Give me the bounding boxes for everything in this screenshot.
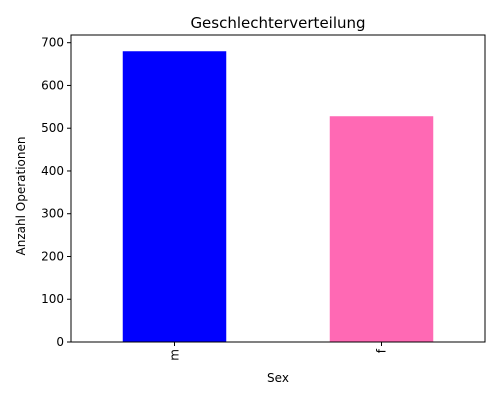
chart-title: Geschlechterverteilung <box>190 14 365 32</box>
y-tick-label-100: 100 <box>41 292 64 306</box>
axes-frame <box>70 34 486 343</box>
y-tick-label-0: 0 <box>56 335 64 349</box>
bar-f <box>329 116 434 342</box>
y-axis-label: Anzahl Operationen <box>14 137 28 256</box>
bar-m <box>122 51 227 342</box>
y-tick-label-200: 200 <box>41 249 64 263</box>
plot-area: m f 0 100 200 300 400 500 600 700 <box>41 34 486 361</box>
x-axis-label: Sex <box>267 371 289 385</box>
y-tick-label-700: 700 <box>41 36 64 50</box>
y-tick-label-500: 500 <box>41 121 64 135</box>
y-tick-label-300: 300 <box>41 207 64 221</box>
y-tick-label-600: 600 <box>41 78 64 92</box>
x-tick-label-f: f <box>375 348 389 353</box>
y-tick-label-400: 400 <box>41 164 64 178</box>
x-tick-label-m: m <box>168 349 182 361</box>
